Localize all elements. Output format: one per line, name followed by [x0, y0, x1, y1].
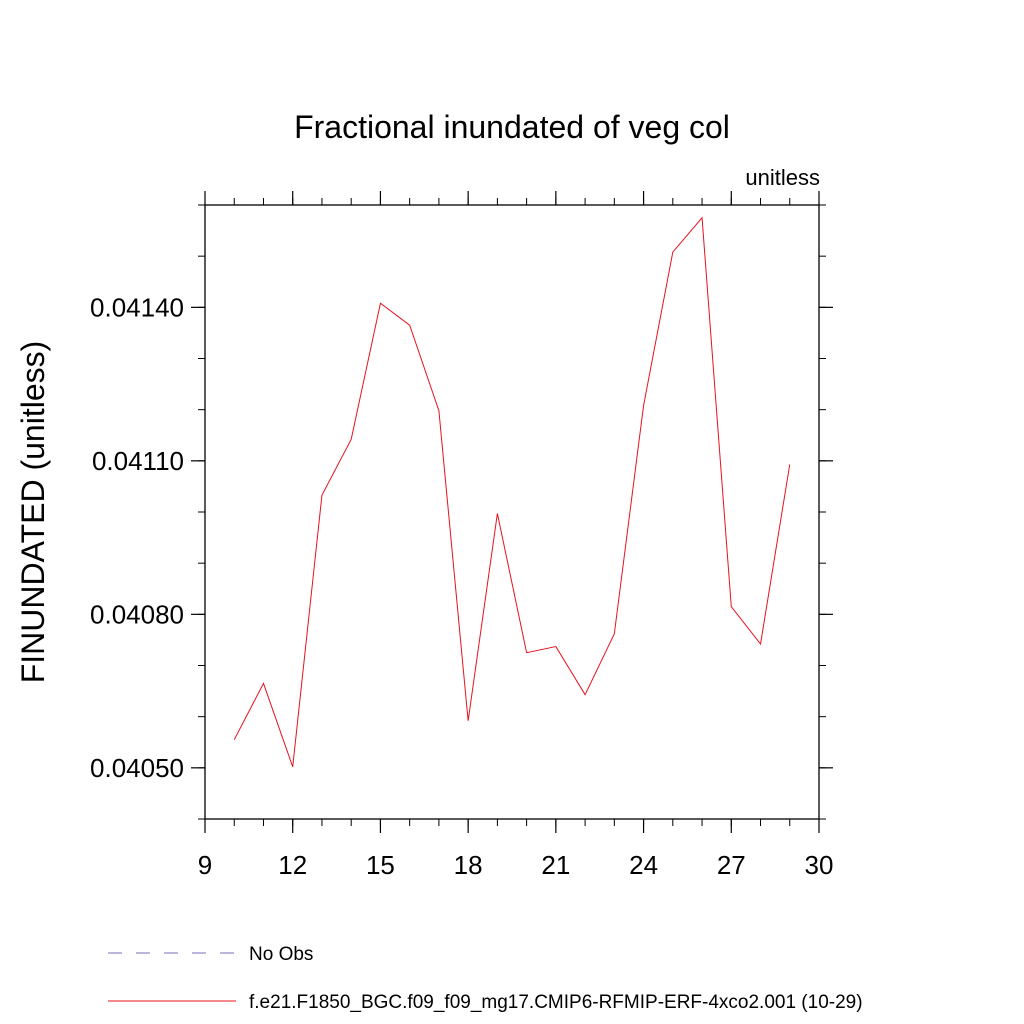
chart-title: Fractional inundated of veg col — [294, 109, 730, 145]
x-tick-label: 9 — [198, 850, 212, 880]
series-group — [233, 216, 791, 767]
legend: No Obs f.e21.F1850_BGC.f09_f09_mg17.CMIP… — [108, 944, 863, 1013]
y-tick-label: 0.04080 — [90, 599, 184, 629]
y-tick-label: 0.04110 — [92, 446, 184, 476]
x-tick-label: 27 — [717, 850, 746, 880]
x-tick-label: 24 — [629, 850, 658, 880]
axis-ticks — [191, 191, 833, 833]
legend-no-obs-label: No Obs — [249, 944, 313, 965]
y-tick-label: 0.04050 — [90, 753, 184, 783]
x-tick-label: 21 — [541, 850, 570, 880]
x-tick-label: 15 — [366, 850, 395, 880]
y-axis-label: FINUNDATED (unitless) — [15, 341, 51, 684]
legend-series-label: f.e21.F1850_BGC.f09_f09_mg17.CMIP6-RFMIP… — [249, 992, 863, 1013]
units-label: unitless — [745, 165, 820, 190]
y-tick-label: 0.04140 — [90, 292, 184, 322]
x-tick-label: 12 — [278, 850, 307, 880]
series-line — [233, 216, 791, 767]
x-tick-label: 18 — [454, 850, 483, 880]
axis-tick-labels: 9 12 15 18 21 24 27 30 0.04050 0.04080 0.04110 0.04… — [90, 292, 833, 880]
x-tick-label: 30 — [805, 850, 834, 880]
